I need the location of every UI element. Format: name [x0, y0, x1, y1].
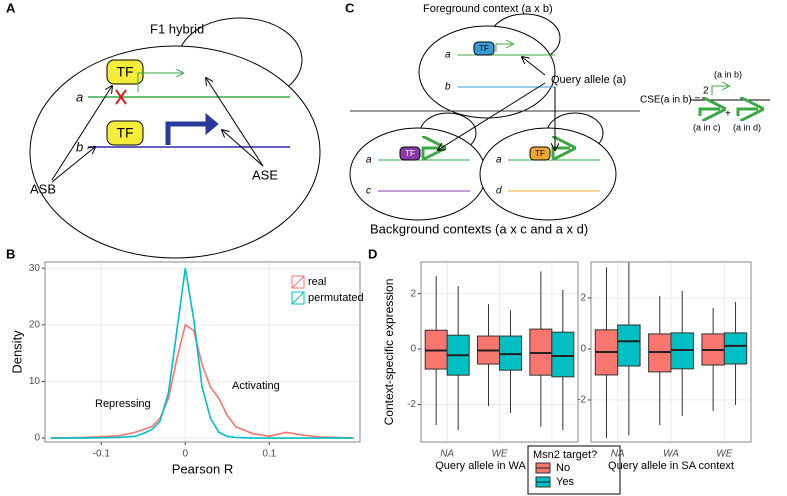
pointer [51, 147, 95, 183]
diagram-c [349, 13, 770, 221]
plot-border [420, 261, 579, 443]
cell [418, 25, 556, 119]
x-tick-label: WE [491, 449, 507, 460]
x-tick-label: 0 [182, 449, 188, 460]
x-axis-title: Pearson R [172, 461, 233, 476]
query-allele-label: Query allele (a) [551, 74, 626, 86]
x-tick-label: WE [716, 449, 732, 460]
pointer [222, 130, 264, 167]
cross [115, 89, 127, 105]
y-tick-label: 20 [29, 319, 41, 330]
cell [479, 127, 617, 221]
legend-key-line [291, 275, 305, 289]
expression-arrow [421, 148, 440, 158]
allele-label: a [366, 155, 372, 166]
panel-label: B [6, 246, 15, 261]
foreground-title: Foreground context (a x b) [423, 3, 553, 15]
tf-box [106, 59, 144, 85]
y-axis-title: Context-specific expression [382, 279, 396, 426]
allele-label: b [76, 139, 83, 154]
allele-label: a [496, 155, 502, 166]
allele-label: d [496, 186, 502, 197]
plot-border [44, 261, 361, 443]
annotation: Repressing [95, 398, 151, 410]
tf-box [473, 41, 495, 56]
formula-arrow [711, 86, 728, 95]
y-tick-label: 0 [34, 433, 40, 444]
y-tick-label: 2 [580, 293, 586, 304]
weak-expression-arrow [137, 73, 182, 92]
x-tick-label: -0.1 [93, 449, 111, 460]
legend-label: Yes [556, 476, 574, 488]
box [551, 331, 575, 378]
expression-arrow [495, 44, 512, 52]
ase-label: ASE [252, 167, 278, 182]
y-tick-label: 0 [580, 344, 586, 355]
legend-title: Msn2 target? [533, 449, 597, 461]
legend-key-line [291, 291, 305, 305]
pointer [206, 78, 264, 167]
pointer [438, 82, 546, 150]
box [617, 324, 641, 367]
pointer [51, 86, 112, 181]
tf-label: TF [116, 64, 133, 80]
strong-expression-arrow [165, 121, 208, 145]
annotation: Activating [232, 380, 280, 392]
formula-numerator: (a in b) [714, 69, 742, 79]
formula-denominator: (a in d) [733, 122, 761, 132]
background-title: Background contexts (a x c and a x d) [370, 221, 588, 236]
allele-label: a [445, 50, 451, 61]
x-tick-label: NA [611, 449, 625, 460]
allele-label: c [366, 186, 371, 197]
x-tick-label: NA [440, 449, 454, 460]
formula-plus: + [725, 109, 731, 120]
panel-label: D [368, 246, 377, 261]
tf-box [529, 146, 551, 161]
y-tick-label: 2 [410, 288, 416, 299]
legend-label: real [308, 276, 326, 288]
y-tick-label: 0 [410, 344, 416, 355]
formula-arrow [736, 109, 758, 116]
cell [349, 127, 487, 221]
box [723, 332, 748, 365]
legend-label: No [556, 462, 570, 474]
y-tick-label: 10 [29, 376, 41, 387]
diagram-title: F1 hybrid [150, 21, 204, 36]
y-tick-label: -2 [577, 395, 586, 406]
asb-label: ASB [30, 181, 56, 196]
tf-label: TF [405, 149, 415, 158]
y-tick-label: 30 [29, 263, 41, 274]
formula-factor: 2 [703, 86, 709, 97]
arrowhead [205, 112, 219, 136]
formula-lhs: CSE(a in b) = [640, 95, 700, 106]
x-tick-label: 0.1 [262, 449, 276, 460]
plot-background [44, 261, 361, 443]
tf-label: TF [116, 125, 133, 141]
diagram-a [29, 17, 321, 259]
formula-arrow [698, 109, 720, 116]
y-axis-title: Density [9, 330, 24, 374]
panel-label: C [345, 0, 355, 15]
y-tick-label: -2 [407, 399, 416, 410]
pointer [522, 57, 546, 76]
data-line [50, 268, 354, 439]
cell [29, 45, 321, 259]
panel-label: A [6, 0, 16, 15]
tf-label: TF [535, 149, 545, 158]
allele-label: b [445, 82, 451, 93]
formula-denominator: (a in c) [693, 122, 721, 132]
legend-label: permutated [308, 292, 364, 304]
tf-label: TF [479, 44, 489, 53]
tf-box [399, 146, 421, 161]
allele-label: a [76, 89, 83, 104]
plot-border [590, 261, 752, 443]
tf-box [106, 120, 144, 146]
x-tick-label: WA [663, 449, 679, 460]
x-axis-title: Query allele in SA context [608, 460, 734, 472]
